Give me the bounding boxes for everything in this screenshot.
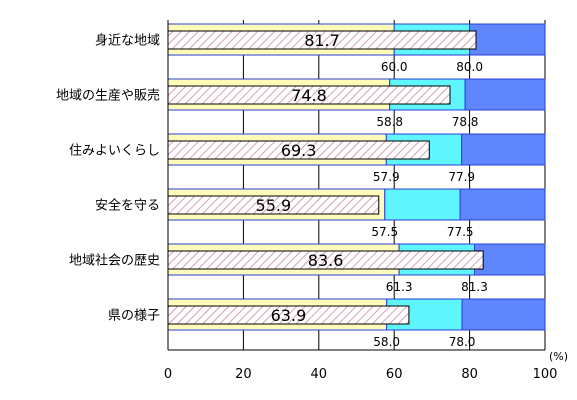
band-upper-label: 80.0	[456, 60, 483, 74]
band-upper-label: 78.8	[452, 115, 479, 129]
category-label: 住みよいくらし	[69, 144, 160, 159]
plot-area	[168, 20, 545, 350]
band-upper-label: 81.3	[461, 280, 488, 294]
category-label: 地域の生産や販売	[56, 88, 160, 104]
value-label: 81.7	[304, 31, 340, 50]
unit-label: (%)	[549, 350, 568, 363]
value-label: 74.8	[291, 86, 327, 105]
category-label: 地域社会の歴史	[69, 253, 160, 269]
value-label: 63.9	[271, 306, 307, 325]
band-high	[459, 188, 546, 221]
x-tick-label: 40	[311, 367, 328, 382]
band-lower-label: 60.0	[381, 60, 408, 74]
band-lower-label: 57.5	[371, 225, 398, 239]
band-lower-label: 57.9	[373, 170, 400, 184]
band-upper-label: 77.9	[448, 170, 475, 184]
band-mid	[384, 188, 461, 221]
band-high	[461, 133, 546, 166]
band-high	[469, 23, 546, 56]
value-label: 55.9	[256, 196, 292, 215]
category-label: 安全を守る	[95, 198, 160, 214]
band-upper-label: 77.5	[447, 225, 474, 239]
band-lower-label: 58.0	[373, 335, 400, 349]
category-label: 県の様子	[108, 309, 160, 324]
band-upper-label: 78.0	[449, 335, 476, 349]
x-tick-label: 100	[533, 367, 558, 382]
x-tick-label: 0	[164, 367, 172, 382]
value-label: 83.6	[308, 251, 344, 270]
band-lower-label: 61.3	[386, 280, 413, 294]
x-tick-label: 60	[386, 367, 403, 382]
band-high	[464, 78, 546, 111]
band-high	[461, 298, 546, 331]
value-label: 69.3	[281, 141, 317, 160]
category-label: 身近な地域	[95, 33, 160, 49]
x-tick-label: 20	[235, 367, 252, 382]
band-lower-label: 58.8	[376, 115, 403, 129]
x-tick-label: 80	[461, 367, 478, 382]
band-high	[474, 243, 546, 276]
